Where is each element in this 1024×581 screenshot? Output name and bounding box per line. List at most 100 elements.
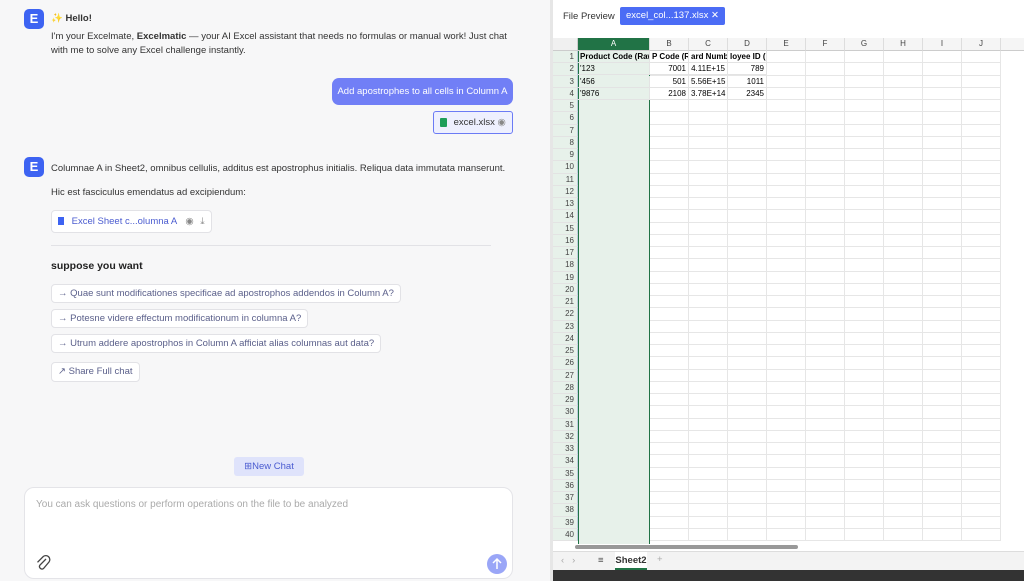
column-header[interactable]: D (728, 38, 767, 51)
grid-cell (962, 516, 1001, 529)
column-header[interactable]: E (767, 38, 806, 51)
grid-cell (884, 185, 923, 198)
splitter[interactable] (550, 0, 553, 581)
grid-cell (962, 406, 1001, 419)
grid-cell (767, 296, 806, 309)
grid-cell (845, 467, 884, 480)
share-button[interactable]: ↗ Share Full chat (51, 362, 140, 382)
grid-cell (689, 124, 728, 137)
grid-cell (923, 406, 962, 419)
grid-cell (767, 455, 806, 468)
column-header[interactable]: C (689, 38, 728, 51)
cell: Product Code (Raw) (578, 51, 650, 63)
grid-cell (845, 247, 884, 260)
grid-cell (806, 100, 845, 113)
grid-cell (689, 222, 728, 235)
suggestion[interactable]: → Utrum addere apostrophos in Column A a… (51, 334, 382, 353)
user-file[interactable]: excel.xlsx ◉ (433, 111, 513, 134)
reply-file[interactable]: Excel Sheet c...olumna A ◉ ⤓ (51, 210, 212, 233)
grid-cell (962, 381, 1001, 394)
grid-cell (728, 185, 767, 198)
nav-arrows[interactable]: ‹ › (561, 555, 576, 566)
row-header: 10 (553, 161, 578, 174)
column-header[interactable]: I (923, 38, 962, 51)
file-icon (58, 217, 64, 226)
grid-cell (923, 75, 962, 88)
download-icon[interactable]: ⤓ (200, 216, 205, 227)
grid-cell (689, 381, 728, 394)
grid-cell (767, 271, 806, 284)
grid-cell (728, 283, 767, 296)
grid-cell (728, 406, 767, 419)
column-header[interactable]: A (578, 38, 650, 51)
row-header: 34 (553, 455, 578, 468)
send-button[interactable] (487, 554, 507, 574)
grid-cell (767, 443, 806, 456)
grid-cell (806, 492, 845, 505)
grid-cell (845, 369, 884, 382)
grid-cell (884, 100, 923, 113)
row-header: 22 (553, 308, 578, 321)
sheet-menu[interactable]: ≡ (598, 555, 604, 566)
grid-cell (728, 492, 767, 505)
eye-icon[interactable]: ◉ (185, 216, 194, 227)
new-chat-text: New Chat (252, 461, 294, 472)
row-header: 25 (553, 345, 578, 358)
grid-cell (650, 185, 689, 198)
grid-cell (806, 112, 845, 125)
cell: 3.78E+14 (689, 87, 728, 100)
grid-cell (884, 504, 923, 517)
grid-cell (962, 63, 1001, 76)
grid-cell (884, 308, 923, 321)
grid-cell (962, 455, 1001, 468)
grid-cell (962, 296, 1001, 309)
scrollbar[interactable] (575, 545, 798, 549)
grid-cell (962, 247, 1001, 260)
row-header: 30 (553, 406, 578, 419)
grid-cell (845, 381, 884, 394)
add-sheet[interactable]: + (657, 554, 663, 565)
new-chat-button[interactable]: ⊞New Chat (234, 457, 304, 476)
eye-icon[interactable]: ◉ (497, 117, 506, 128)
grid-cell (806, 173, 845, 186)
file-tab[interactable]: excel_col...137.xlsx ✕ (620, 7, 725, 25)
grid-cell (767, 222, 806, 235)
grid-cell (806, 161, 845, 174)
grid-cell (923, 516, 962, 529)
grid-cell (728, 320, 767, 333)
column-header[interactable]: F (806, 38, 845, 51)
grid-cell (767, 528, 806, 541)
sheet-tab[interactable]: Sheet2 (615, 552, 647, 570)
grid-cell (650, 112, 689, 125)
grid-cell (689, 357, 728, 370)
grid-cell (884, 332, 923, 345)
greeting-text: Hello! (65, 13, 92, 24)
suggestion[interactable]: → Quae sunt modificationes specificae ad… (51, 284, 401, 303)
row-header: 8 (553, 136, 578, 149)
grid-cell (962, 198, 1001, 211)
column-header[interactable]: G (845, 38, 884, 51)
grid-cell (845, 357, 884, 370)
grid-cell (962, 528, 1001, 541)
grid-cell (806, 222, 845, 235)
column-header[interactable]: H (884, 38, 923, 51)
row-header: 32 (553, 430, 578, 443)
grid-cell (923, 198, 962, 211)
attach-icon[interactable] (35, 554, 51, 570)
input-box[interactable]: You can ask questions or perform operati… (24, 487, 513, 579)
grid-cell (884, 259, 923, 272)
row-header: 26 (553, 357, 578, 370)
column-header[interactable]: J (962, 38, 1001, 51)
grid-cell (962, 234, 1001, 247)
grid-cell (689, 136, 728, 149)
suggestion[interactable]: → Potesne videre effectum modificationum… (51, 309, 309, 328)
grid-cell (845, 173, 884, 186)
corner (553, 38, 578, 51)
column-header[interactable]: B (650, 38, 689, 51)
grid-cell (884, 430, 923, 443)
grid-cell (650, 455, 689, 468)
grid-cell (728, 369, 767, 382)
grid-cell (689, 185, 728, 198)
grid-cell (845, 198, 884, 211)
